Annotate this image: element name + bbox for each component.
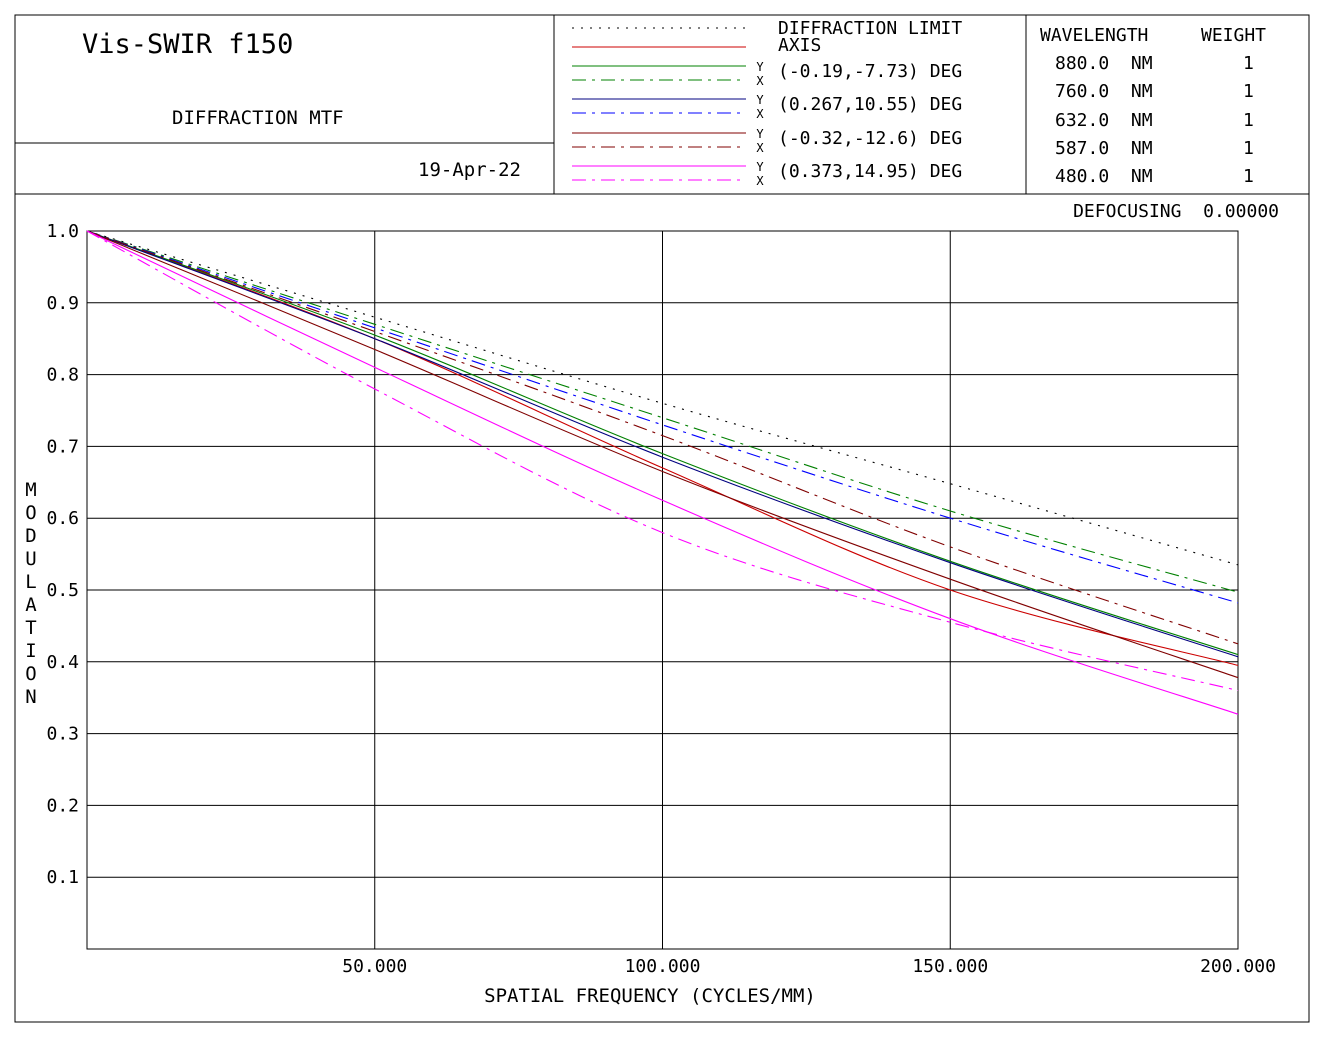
legend-x-marker: X bbox=[756, 74, 764, 88]
x-tick-label: 200.000 bbox=[1200, 956, 1276, 977]
series-lines bbox=[86, 230, 1239, 715]
series-line bbox=[86, 230, 1239, 658]
series-line bbox=[86, 230, 1239, 645]
wavelength-value: 880.0 NM bbox=[1055, 53, 1153, 74]
y-axis-letter: M bbox=[25, 479, 36, 501]
y-axis-letter: A bbox=[25, 594, 37, 616]
plot-grid bbox=[86, 230, 1239, 950]
wavelength-header: WAVELENGTH bbox=[1040, 25, 1148, 46]
y-tick-label: 1.0 bbox=[46, 221, 79, 242]
series-line bbox=[86, 230, 1239, 679]
legend-label: (-0.19,-7.73) DEG bbox=[778, 61, 962, 82]
plot-date: 19-Apr-22 bbox=[418, 159, 521, 181]
series-line bbox=[86, 230, 1239, 656]
wavelength-value: 480.0 NM bbox=[1055, 166, 1153, 187]
plot-title: Vis-SWIR f150 bbox=[82, 29, 293, 60]
y-tick-label: 0.4 bbox=[46, 652, 79, 673]
y-tick-label: 0.7 bbox=[46, 436, 79, 457]
legend-label: DIFFRACTION LIMIT bbox=[778, 18, 962, 39]
plot-subtitle: DIFFRACTION MTF bbox=[172, 107, 344, 129]
series-line bbox=[86, 230, 1239, 666]
legend-y-marker: Y bbox=[756, 60, 764, 74]
wavelength-value: 587.0 NM bbox=[1055, 138, 1153, 159]
legend-y-marker: Y bbox=[756, 127, 764, 141]
y-axis-letter: N bbox=[25, 686, 36, 708]
x-tick-label: 150.000 bbox=[912, 956, 988, 977]
y-tick-label: 0.2 bbox=[46, 795, 79, 816]
wavelength-value: 632.0 NM bbox=[1055, 110, 1153, 131]
y-tick-label: 0.1 bbox=[46, 867, 79, 888]
weight-header: WEIGHT bbox=[1201, 25, 1266, 46]
wavelength-table: WAVELENGTH WEIGHT 880.0 NM 1 760.0 NM 1 … bbox=[1040, 25, 1266, 187]
y-tick-label: 0.8 bbox=[46, 365, 79, 386]
legend-x-marker: X bbox=[756, 107, 764, 121]
x-axis-label: SPATIAL FREQUENCY (CYCLES/MM) bbox=[484, 985, 816, 1007]
y-axis-letter: I bbox=[25, 640, 36, 662]
y-axis-letter: U bbox=[25, 548, 36, 570]
weight-value: 1 bbox=[1243, 81, 1254, 102]
y-axis-letter: L bbox=[25, 571, 36, 593]
legend-y-marker: Y bbox=[756, 93, 764, 107]
series-line bbox=[86, 230, 1239, 715]
y-axis-letter: O bbox=[25, 502, 36, 524]
wavelength-value: 760.0 NM bbox=[1055, 81, 1153, 102]
y-tick-label: 0.5 bbox=[46, 580, 79, 601]
x-tick-label: 100.000 bbox=[625, 956, 701, 977]
legend-x-marker: X bbox=[756, 174, 764, 188]
weight-value: 1 bbox=[1243, 110, 1254, 131]
legend-label: (-0.32,-12.6) DEG bbox=[778, 128, 962, 149]
series-line bbox=[86, 230, 1239, 593]
defocusing-readout: DEFOCUSING 0.00000 bbox=[1073, 201, 1279, 222]
y-tick-label: 0.6 bbox=[46, 508, 79, 529]
legend-x-marker: X bbox=[756, 141, 764, 155]
legend-y-marker: Y bbox=[756, 160, 764, 174]
legend-label: (0.267,10.55) DEG bbox=[778, 94, 962, 115]
x-tick-label: 50.000 bbox=[342, 956, 407, 977]
series-line bbox=[86, 230, 1239, 692]
outer-frame bbox=[14, 14, 1310, 1023]
legend-label: (0.373,14.95) DEG bbox=[778, 161, 962, 182]
axis-ticks: 50.000 100.000 150.000 200.000 0.1 0.2 0.3 0.4 0… bbox=[46, 221, 1275, 977]
weight-value: 1 bbox=[1243, 53, 1254, 74]
y-tick-label: 0.3 bbox=[46, 724, 79, 745]
y-axis-letter: T bbox=[25, 617, 36, 639]
legend-label: AXIS bbox=[778, 35, 821, 56]
y-axis-letter: D bbox=[25, 525, 36, 547]
y-tick-label: 0.9 bbox=[46, 293, 79, 314]
weight-value: 1 bbox=[1243, 138, 1254, 159]
y-axis-letter: O bbox=[25, 663, 36, 685]
weight-value: 1 bbox=[1243, 166, 1254, 187]
